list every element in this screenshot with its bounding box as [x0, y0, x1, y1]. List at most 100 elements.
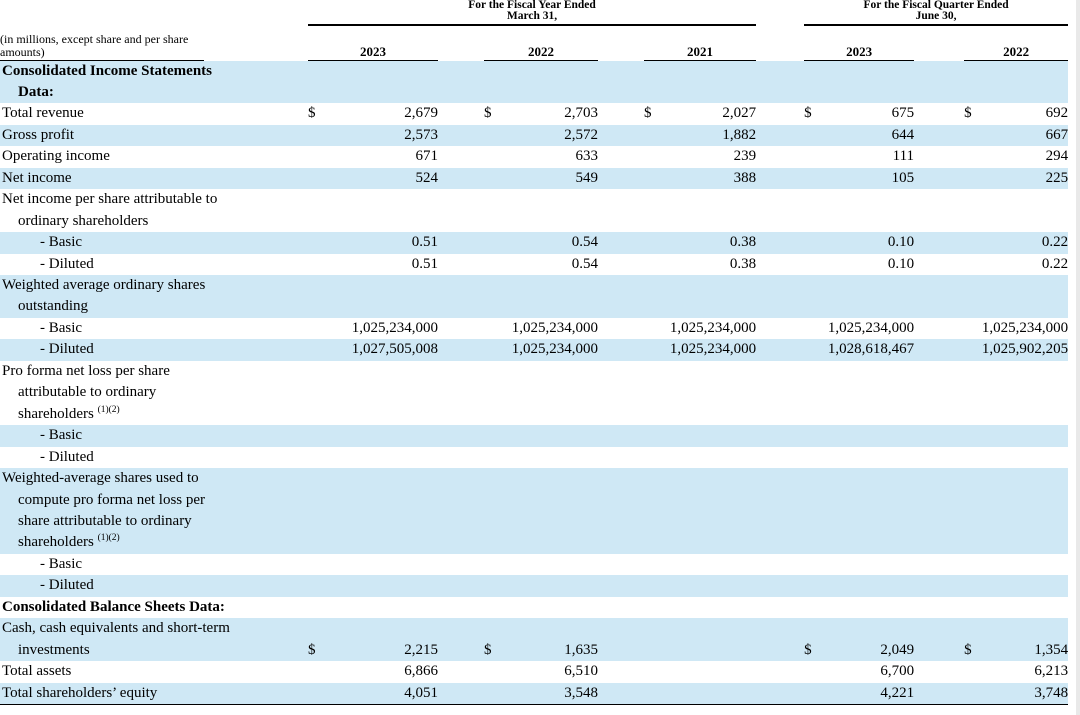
footnote-reference: (1)(2) [97, 404, 120, 415]
column-spacer [914, 232, 964, 253]
column-spacer [598, 103, 644, 124]
cell-value: 2,573 [404, 126, 438, 143]
column-spacer [438, 554, 484, 575]
row-label: - Basic [0, 318, 308, 339]
column-spacer [438, 232, 484, 253]
column-spacer [756, 189, 804, 232]
row-label: Net income per share attributable to ordi… [0, 189, 308, 232]
column-spacer [438, 254, 484, 275]
row-cash-and-investments: Cash, cash equivalents and short-term inv… [0, 618, 1069, 662]
value-cell [804, 597, 914, 618]
label-line: investments [18, 641, 90, 658]
column-spacer [756, 682, 805, 706]
column-spacer [438, 447, 484, 468]
cell-value: 0.38 [729, 234, 757, 251]
dollar-sign: $ [804, 641, 812, 658]
label-line: attributable to ordinary [18, 384, 157, 401]
value-cell [644, 189, 756, 232]
value-cell: 0.22 [964, 254, 1068, 275]
label-line: - Basic [40, 427, 83, 444]
label-line: Weighted average ordinary shares [2, 277, 206, 294]
value-cell [484, 554, 598, 575]
value-cell: 1,025,902,205 [964, 339, 1068, 360]
value-cell [964, 575, 1068, 596]
column-spacer [598, 468, 644, 554]
column-spacer [914, 25, 964, 61]
value-cell [804, 61, 914, 104]
value-cell: 2,573 [308, 125, 438, 146]
value-cell: 239 [644, 146, 757, 167]
cell-value: 1,025,234,000 [351, 319, 438, 336]
cell-value: 2,215 [404, 641, 438, 658]
value-cell [644, 597, 756, 618]
row-was-diluted: - Diluted 1,027,505,008 1,025,234,000 1,025… [0, 339, 1069, 361]
column-spacer [756, 103, 804, 124]
label-line: outstanding [18, 298, 88, 315]
cell-value: 239 [733, 148, 757, 165]
value-cell [644, 618, 756, 661]
value-cell [804, 425, 914, 446]
row-wa-proforma-diluted: - Diluted [0, 575, 1069, 597]
value-cell [484, 189, 598, 232]
column-spacer [438, 189, 484, 232]
value-cell [804, 447, 914, 468]
value-cell: $2,027 [644, 103, 756, 124]
cell-value: 0.22 [1041, 234, 1069, 251]
dollar-sign: $ [644, 105, 652, 122]
column-spacer [598, 618, 644, 661]
column-spacer [914, 361, 964, 425]
fiscal-quarter-title-line1: For the Fiscal Quarter Ended [863, 0, 1009, 11]
cell-value: 0.51 [411, 255, 438, 272]
column-spacer [598, 189, 644, 232]
col-header-fy2021: 2021 [644, 25, 757, 61]
row-label: Consolidated Income Statements Data: [0, 61, 308, 104]
section-balance-sheets: Consolidated Balance Sheets Data: [0, 597, 1068, 618]
column-spacer [756, 146, 804, 167]
value-cell: 0.54 [484, 254, 598, 275]
cell-value: 2,703 [564, 105, 598, 122]
label-line: shareholders (1)(2) [18, 533, 120, 551]
value-cell: $2,679 [308, 103, 438, 124]
column-spacer [598, 254, 644, 275]
column-spacer [598, 146, 644, 167]
column-spacer [598, 125, 644, 146]
value-cell: 667 [964, 125, 1069, 146]
row-total-revenue: Total revenue $2,679 $2,703 $2,027 $675 $692 [0, 103, 1068, 124]
row-label: - Basic [0, 554, 308, 575]
label-line: Weighted-average shares used to [2, 470, 199, 487]
value-cell [804, 189, 914, 232]
cell-value: 633 [575, 148, 599, 165]
column-spacer [914, 125, 964, 146]
cell-value: 225 [1045, 169, 1069, 186]
value-cell [484, 597, 598, 618]
cell-value: 692 [1045, 105, 1069, 122]
column-spacer [756, 125, 804, 146]
value-cell: $2,215 [308, 618, 438, 661]
value-cell: 0.51 [308, 254, 438, 275]
value-cell [308, 275, 438, 318]
cell-value: 1,025,234,000 [511, 341, 598, 358]
row-nips-diluted: - Diluted 0.51 0.54 0.38 0.10 0.22 [0, 254, 1068, 275]
footnote-reference: (1)(2) [97, 533, 120, 544]
row-label: - Basic [0, 232, 308, 253]
column-spacer [598, 318, 644, 339]
column-spacer [756, 661, 804, 682]
column-spacer [438, 125, 484, 146]
column-spacer [438, 339, 484, 360]
column-spacer [438, 25, 484, 61]
label-line: Consolidated Balance Sheets Data: [2, 598, 225, 615]
cell-value: 2,027 [722, 105, 757, 122]
label-wa-proforma-shares: Weighted-average shares used to compute p… [0, 468, 1069, 554]
column-spacer [756, 275, 804, 318]
dollar-sign: $ [484, 641, 492, 658]
label-line: Pro forma net loss per share [2, 362, 170, 379]
cell-value: 2,679 [404, 105, 438, 122]
value-cell [644, 361, 756, 425]
value-cell: 3,748 [964, 682, 1069, 706]
column-spacer [914, 168, 964, 189]
column-spacer [756, 254, 804, 275]
row-label: Total assets [0, 661, 308, 682]
col-header-q2023: 2023 [804, 25, 915, 61]
column-spacer [438, 275, 484, 318]
row-label: Total shareholders’ equity [0, 682, 308, 706]
